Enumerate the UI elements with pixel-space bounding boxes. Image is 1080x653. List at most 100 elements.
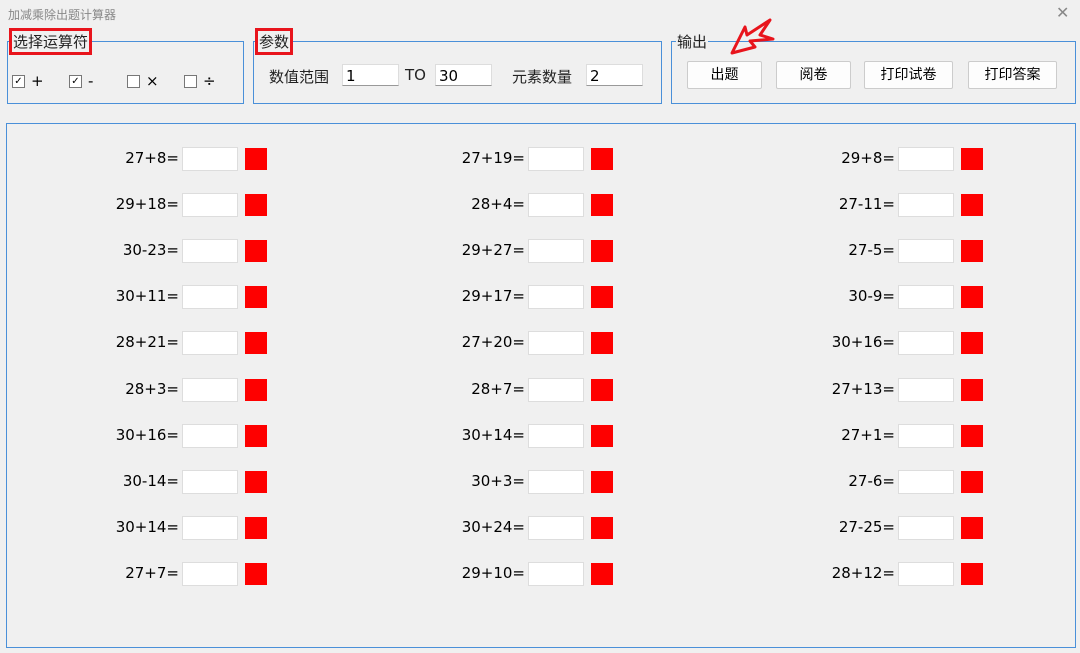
answer-input[interactable]: [528, 331, 584, 356]
answer-input[interactable]: [898, 285, 954, 310]
question-text: 30-14=: [122, 471, 179, 490]
answer-input[interactable]: [182, 193, 238, 218]
close-icon[interactable]: ✕: [1056, 3, 1070, 22]
question-text: 27+8=: [125, 149, 179, 167]
result-indicator: [591, 562, 613, 585]
answer-input[interactable]: [898, 331, 954, 356]
result-indicator: [591, 240, 613, 263]
answer-input[interactable]: [528, 193, 584, 218]
operator-checkbox[interactable]: ×: [127, 72, 159, 90]
question-text: 29+17=: [461, 287, 525, 306]
answer-input[interactable]: [182, 423, 238, 448]
question-text: 27+19=: [461, 149, 525, 167]
result-indicator: [591, 332, 613, 355]
answer-input[interactable]: [898, 147, 954, 171]
question-text: 30+14=: [115, 517, 179, 536]
answer-input[interactable]: [898, 515, 954, 540]
result-indicator: [591, 194, 613, 217]
answer-input[interactable]: [528, 377, 584, 402]
checkbox-icon[interactable]: [184, 74, 197, 88]
result-indicator: [961, 562, 983, 585]
answer-input[interactable]: [182, 377, 238, 402]
result-indicator: [591, 516, 613, 539]
print-paper-button[interactable]: 打印试卷: [864, 61, 953, 89]
question-text: 28+3=: [125, 379, 179, 398]
question-text: 28+7=: [471, 379, 525, 398]
operator-legend: 选择运算符: [8, 28, 93, 55]
answer-input[interactable]: [182, 147, 238, 171]
checkbox-icon[interactable]: [127, 74, 140, 88]
question-text: 30-9=: [848, 287, 895, 306]
question-text: 27+1=: [841, 425, 895, 444]
range-label: 数值范围: [269, 68, 330, 86]
result-indicator: [591, 148, 613, 170]
grade-button[interactable]: 阅卷: [776, 61, 851, 89]
answer-input[interactable]: [182, 331, 238, 356]
to-label: TO: [405, 66, 426, 84]
generate-button[interactable]: 出题: [687, 61, 762, 89]
answer-input[interactable]: [898, 561, 954, 586]
result-indicator: [961, 148, 983, 170]
result-indicator: [591, 424, 613, 447]
operator-checkbox[interactable]: ✓ -: [69, 72, 93, 90]
count-input[interactable]: 2: [586, 64, 643, 86]
question-text: 27-5=: [848, 241, 895, 260]
checkbox-icon[interactable]: ✓: [69, 74, 82, 88]
params-group: 参数 数值范围 1 TO 30 元素数量 2: [253, 28, 662, 104]
answer-input[interactable]: [182, 469, 238, 494]
result-indicator: [591, 378, 613, 401]
answer-input[interactable]: [182, 239, 238, 264]
answer-input[interactable]: [528, 285, 584, 310]
question-text: 28+21=: [115, 333, 179, 352]
result-indicator: [245, 148, 267, 170]
result-indicator: [961, 424, 983, 447]
answer-input[interactable]: [182, 285, 238, 310]
result-indicator: [961, 194, 983, 217]
answer-input[interactable]: [898, 239, 954, 264]
operator-group: 选择运算符 ✓ + ✓ - × ÷: [7, 28, 244, 104]
result-indicator: [591, 470, 613, 493]
answer-input[interactable]: [182, 515, 238, 540]
question-text: 29+27=: [461, 241, 525, 260]
result-indicator: [245, 240, 267, 263]
answer-input[interactable]: [528, 469, 584, 494]
range-from-input[interactable]: 1: [342, 64, 399, 86]
question-text: 27+13=: [831, 379, 895, 398]
question-text: 30+14=: [461, 425, 525, 444]
answer-input[interactable]: [182, 561, 238, 586]
question-text: 28+4=: [471, 195, 525, 214]
question-text: 30-23=: [122, 241, 179, 260]
params-legend: 参数: [254, 28, 294, 55]
result-indicator: [245, 470, 267, 493]
result-indicator: [245, 562, 267, 585]
answer-input[interactable]: [898, 469, 954, 494]
question-text: 30+3=: [471, 471, 525, 490]
answer-input[interactable]: [528, 239, 584, 264]
range-to-input[interactable]: 30: [435, 64, 492, 86]
answer-input[interactable]: [898, 193, 954, 218]
operator-label: +: [31, 72, 44, 90]
result-indicator: [961, 470, 983, 493]
answer-input[interactable]: [528, 515, 584, 540]
answer-input[interactable]: [898, 377, 954, 402]
answer-input[interactable]: [528, 561, 584, 586]
result-indicator: [961, 240, 983, 263]
checkbox-icon[interactable]: ✓: [12, 74, 25, 88]
answer-input[interactable]: [528, 423, 584, 448]
result-indicator: [961, 332, 983, 355]
result-indicator: [245, 194, 267, 217]
output-group: 输出 出题 阅卷 打印试卷 打印答案: [671, 31, 1076, 104]
operator-checkbox[interactable]: ÷: [184, 72, 216, 90]
answer-input[interactable]: [528, 147, 584, 171]
result-indicator: [245, 424, 267, 447]
result-indicator: [245, 332, 267, 355]
window-title: 加减乘除出题计算器: [8, 8, 117, 22]
question-text: 30+11=: [115, 287, 179, 306]
question-text: 27+7=: [125, 563, 179, 582]
operator-label: ×: [146, 72, 159, 90]
answer-input[interactable]: [898, 423, 954, 448]
question-text: 27-6=: [848, 471, 895, 490]
print-answers-button[interactable]: 打印答案: [968, 61, 1057, 89]
result-indicator: [245, 516, 267, 539]
operator-checkbox[interactable]: ✓ +: [12, 72, 44, 90]
